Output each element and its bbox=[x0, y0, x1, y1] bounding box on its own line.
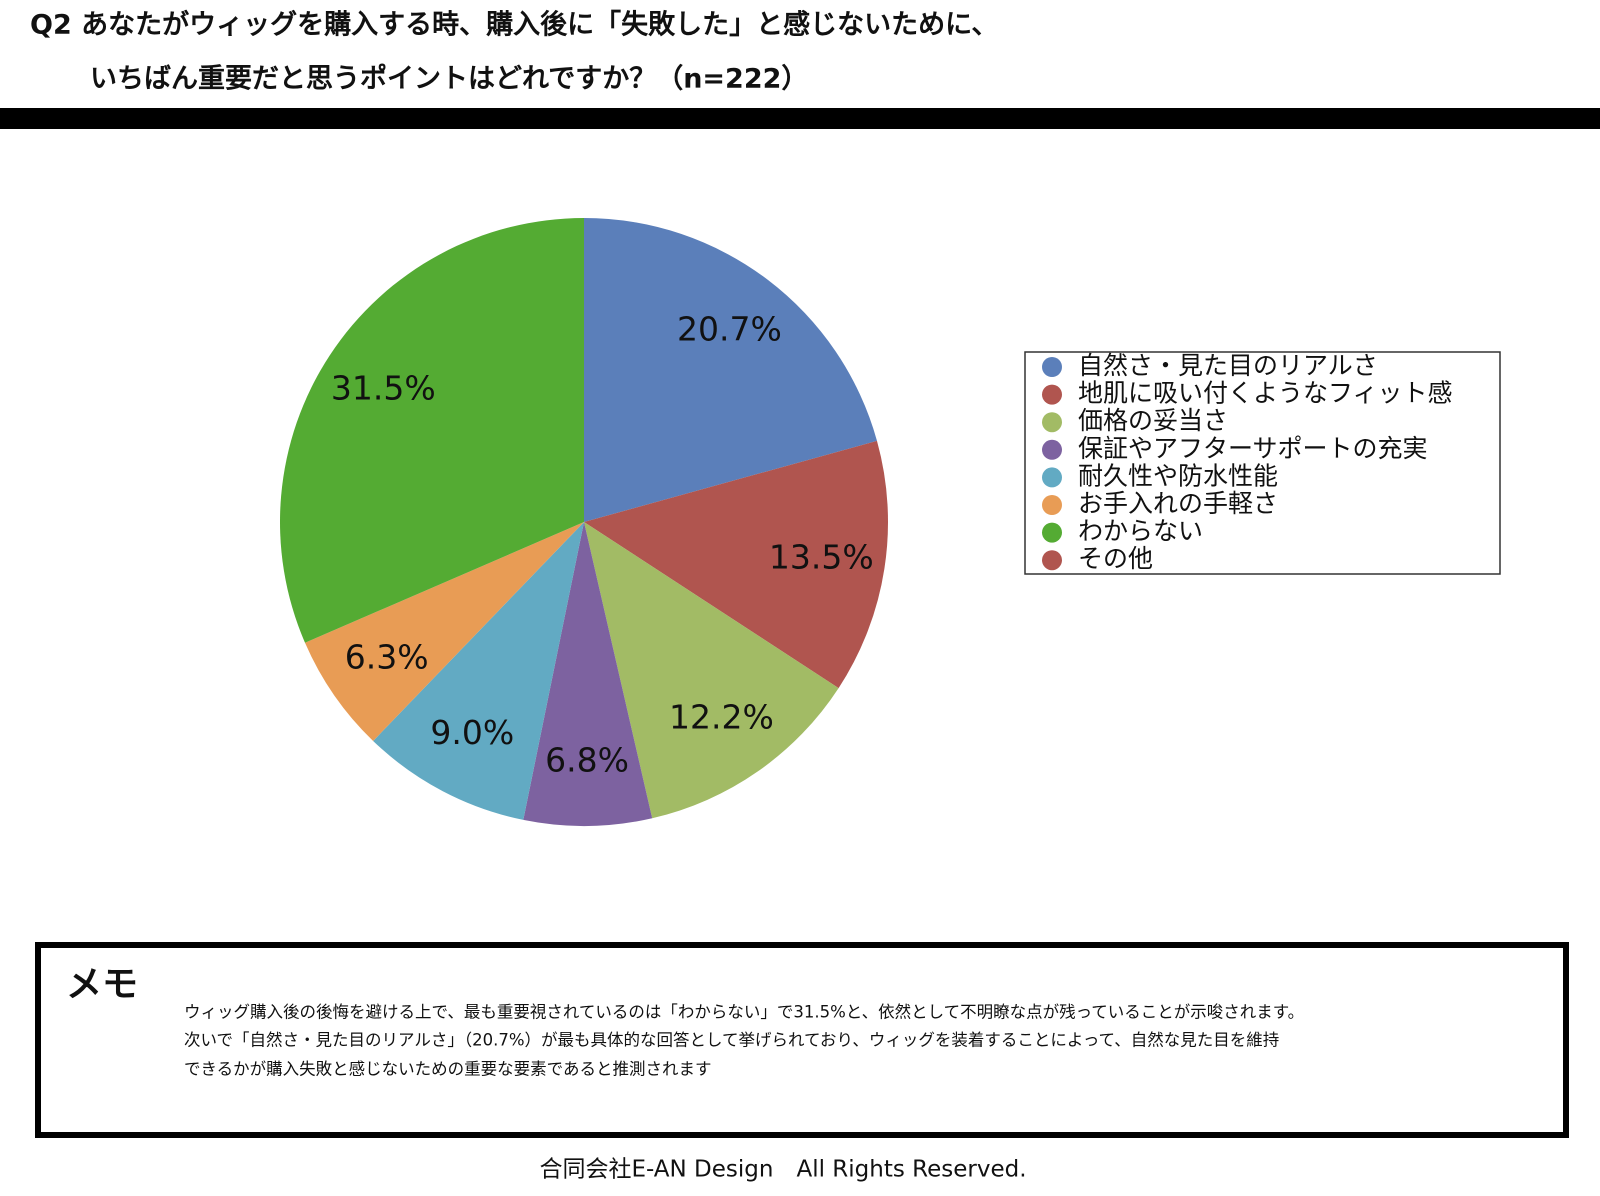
footer: 合同会社E-AN Design All Rights Reserved. bbox=[539, 1157, 1026, 1183]
data-label: 6.8% bbox=[545, 741, 629, 780]
data-label: 12.2% bbox=[669, 697, 774, 736]
legend-label: 自然さ・見た目のリアルさ bbox=[1078, 351, 1378, 380]
legend-label: その他 bbox=[1078, 544, 1153, 573]
legend-label: 地肌に吸い付くようなフィット感 bbox=[1078, 379, 1453, 408]
pie-slice bbox=[373, 522, 584, 820]
legend-label: わからない bbox=[1078, 517, 1203, 546]
data-label: 6.3% bbox=[345, 637, 429, 676]
legend-label: 保証やアフターサポートの充実 bbox=[1078, 434, 1428, 463]
legend-swatch bbox=[1042, 412, 1062, 433]
legend-swatch bbox=[1042, 495, 1062, 515]
legend-swatch bbox=[1042, 522, 1062, 543]
memo-line: 次いで「自然さ・見た目のリアルさ」（20.7%）が最も具体的な回答として挙げられ… bbox=[184, 1031, 1279, 1050]
legend-label: お手入れの手軽さ bbox=[1078, 489, 1278, 518]
title-line: Q2 あなたがウィッグを購入する時、購入後に「失敗した」と感じないために、 bbox=[30, 9, 998, 41]
legend-label: 価格の妥当さ bbox=[1078, 406, 1228, 435]
memo-box bbox=[35, 942, 1569, 1138]
pie-slice bbox=[584, 440, 888, 689]
legend-swatch bbox=[1042, 357, 1062, 377]
legend-swatch bbox=[1042, 467, 1062, 488]
memo-line: ウィッグ購入後の後悔を避ける上で、最も重要視されているのは「わからない」で31.… bbox=[184, 1003, 1304, 1022]
title-line: いちばん重要だと思うポイントはどれですか？（n=222） bbox=[90, 64, 808, 95]
pie-slice bbox=[523, 522, 653, 826]
data-label: 20.7% bbox=[677, 309, 782, 348]
memo-line: できるかが購入失敗と感じないための重要な要素であると推測されます bbox=[184, 1060, 712, 1079]
legend-swatch bbox=[1042, 550, 1062, 571]
legend-label: 耐久性や防水性能 bbox=[1078, 461, 1278, 490]
legend-swatch bbox=[1042, 439, 1062, 460]
pie-slice bbox=[584, 218, 877, 522]
header-bar bbox=[0, 108, 1600, 129]
pie-slice bbox=[279, 218, 584, 643]
data-label: 9.0% bbox=[430, 713, 514, 752]
data-label: 31.5% bbox=[331, 369, 436, 408]
memo-title: メモ bbox=[66, 964, 138, 1005]
pie-slice bbox=[584, 522, 839, 819]
pie-slice bbox=[305, 522, 584, 741]
data-label: 13.5% bbox=[769, 537, 874, 576]
legend-box bbox=[1024, 351, 1501, 575]
legend-swatch bbox=[1042, 384, 1062, 405]
